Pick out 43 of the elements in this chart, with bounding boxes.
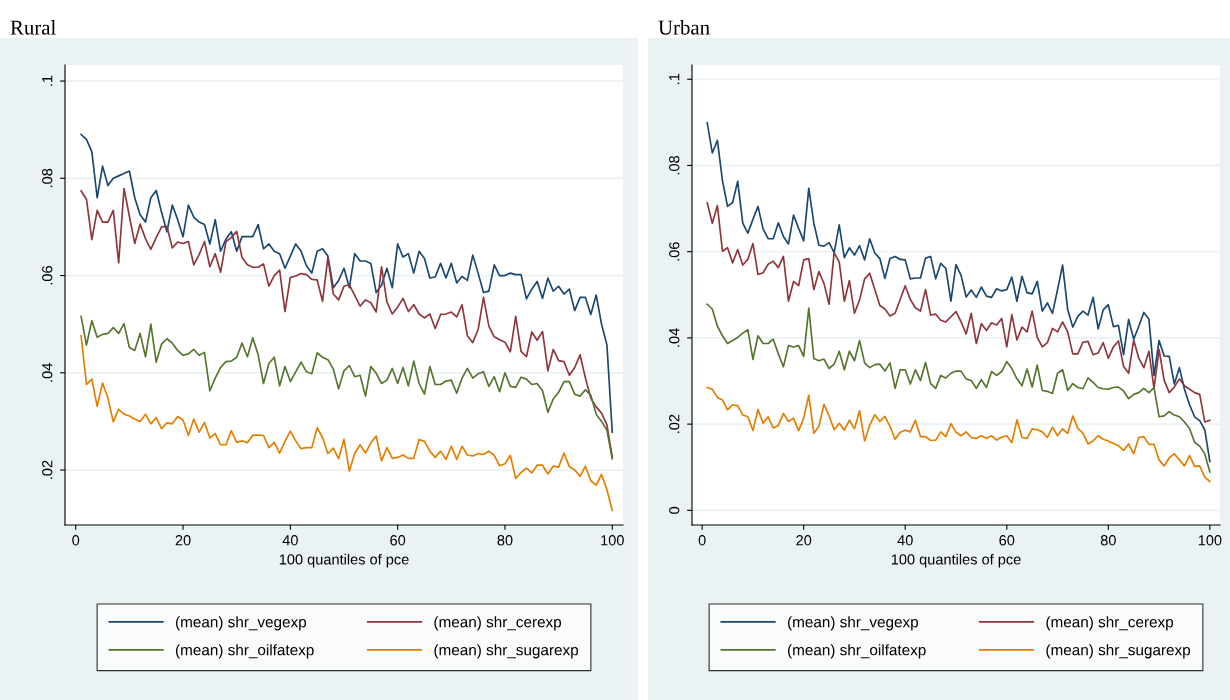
legend-label: (mean) shr_vegexp xyxy=(175,616,307,631)
y-tick-label: .1 xyxy=(669,73,680,84)
x-tick-label: 0 xyxy=(72,535,80,546)
legend-label: (mean) shr_vegexp xyxy=(787,616,919,631)
x-tick-label: 20 xyxy=(175,535,191,546)
x-tick-label: 0 xyxy=(698,535,706,546)
x-tick-label: 60 xyxy=(390,535,406,546)
y-tick-label: .08 xyxy=(669,155,680,175)
y-tick-label: .02 xyxy=(669,414,680,433)
x-tick-label: 80 xyxy=(1100,535,1116,546)
x-tick-label: 100 xyxy=(1198,535,1222,546)
chart-title: Rural xyxy=(10,19,56,35)
line-series xyxy=(80,133,614,433)
y-tick-label: 0 xyxy=(669,506,680,514)
x-tick-label: 40 xyxy=(282,535,298,546)
legend-label: (mean) shr_oilfatexp xyxy=(175,644,314,659)
y-tick-label: .06 xyxy=(42,266,53,285)
y-tick-label: .04 xyxy=(669,328,680,347)
y-tick-label: .06 xyxy=(669,242,680,261)
legend-label: (mean) shr_cerexp xyxy=(1046,616,1174,631)
line-series xyxy=(706,202,1211,423)
x-tick-label: 60 xyxy=(999,535,1015,546)
y-tick-label: .02 xyxy=(42,460,53,479)
y-tick-label: .04 xyxy=(42,363,53,382)
chart-title: Urban xyxy=(658,19,710,35)
line-series xyxy=(706,303,1211,473)
x-tick-label: 40 xyxy=(897,535,913,546)
legend-label: (mean) shr_cerexp xyxy=(434,616,562,631)
x-tick-label: 100 xyxy=(601,535,624,546)
legend-label: (mean) shr_sugarexp xyxy=(434,644,579,659)
line-series xyxy=(80,187,614,459)
legend-label: (mean) shr_oilfatexp xyxy=(787,644,926,659)
x-tick-label: 20 xyxy=(796,535,812,546)
line-series xyxy=(80,335,614,512)
x-axis-title: 100 quantiles of pce xyxy=(279,553,409,568)
line-series xyxy=(706,121,1211,463)
x-tick-label: 80 xyxy=(497,535,513,546)
y-tick-label: .08 xyxy=(42,168,53,188)
y-tick-label: .1 xyxy=(42,75,53,86)
line-series xyxy=(80,315,614,460)
line-series xyxy=(706,386,1211,483)
legend-label: (mean) shr_sugarexp xyxy=(1046,644,1191,659)
x-axis-title: 100 quantiles of pce xyxy=(891,553,1021,568)
